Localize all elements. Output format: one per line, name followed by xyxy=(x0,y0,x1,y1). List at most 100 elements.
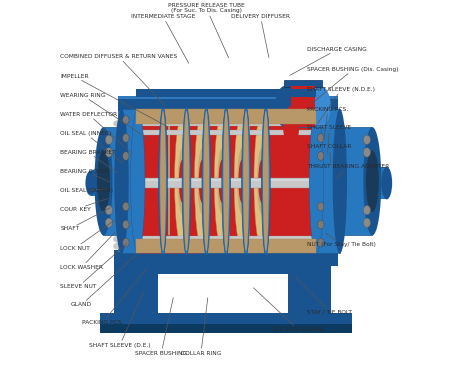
Ellipse shape xyxy=(363,205,371,215)
Ellipse shape xyxy=(363,148,371,157)
Ellipse shape xyxy=(178,148,187,214)
Ellipse shape xyxy=(160,111,166,252)
Ellipse shape xyxy=(309,109,324,253)
Ellipse shape xyxy=(309,86,331,127)
Ellipse shape xyxy=(243,111,249,252)
Ellipse shape xyxy=(333,109,347,253)
Text: WEARING RING: WEARING RING xyxy=(60,93,150,140)
Ellipse shape xyxy=(222,107,230,255)
Ellipse shape xyxy=(257,148,267,214)
Text: DELIVERY DIFFUSER: DELIVERY DIFFUSER xyxy=(231,14,290,58)
Ellipse shape xyxy=(123,202,129,211)
Text: OIL SEAL (OUTER): OIL SEAL (OUTER) xyxy=(60,188,113,193)
Bar xyxy=(91,178,387,188)
Ellipse shape xyxy=(262,107,270,255)
Bar xyxy=(288,250,331,315)
Ellipse shape xyxy=(333,130,339,135)
Text: BEARING COVER: BEARING COVER xyxy=(60,169,110,182)
Ellipse shape xyxy=(113,236,119,242)
Bar xyxy=(116,130,336,135)
Bar xyxy=(103,127,132,235)
Text: SHAFT SLEEVE (D.E.): SHAFT SLEEVE (D.E.) xyxy=(89,291,151,348)
Text: SHAFT SLEEVE (N.D.E.): SHAFT SLEEVE (N.D.E.) xyxy=(307,87,375,123)
Ellipse shape xyxy=(94,127,112,235)
Text: LOCK NUT: LOCK NUT xyxy=(60,221,114,251)
Ellipse shape xyxy=(199,160,206,203)
Text: PRESSURE RELEASE TUBE
(For Suc. To Dis. Casing): PRESSURE RELEASE TUBE (For Suc. To Dis. … xyxy=(168,3,245,58)
Ellipse shape xyxy=(179,160,186,203)
Text: INTERMEDIATE STAGE: INTERMEDIATE STAGE xyxy=(131,14,195,63)
Ellipse shape xyxy=(333,236,339,242)
Text: LOCK WASHER: LOCK WASHER xyxy=(60,232,115,270)
Ellipse shape xyxy=(318,116,324,124)
Ellipse shape xyxy=(113,243,119,249)
Text: COMBINED DIFFUSER & RETURN VANES: COMBINED DIFFUSER & RETURN VANES xyxy=(60,54,177,105)
Text: SHORT SLEEVE: SHORT SLEEVE xyxy=(307,126,352,153)
Ellipse shape xyxy=(363,218,371,227)
Ellipse shape xyxy=(329,127,347,235)
Ellipse shape xyxy=(218,148,227,214)
Text: WATER DEFLECTOR: WATER DEFLECTOR xyxy=(60,112,132,153)
Bar xyxy=(91,179,387,181)
Ellipse shape xyxy=(123,134,129,142)
Text: SLEEVE NUT: SLEEVE NUT xyxy=(60,244,127,289)
Text: PACKING PCS.: PACKING PCS. xyxy=(307,107,348,139)
Ellipse shape xyxy=(105,135,112,145)
Ellipse shape xyxy=(114,109,129,253)
Bar xyxy=(118,97,338,266)
Bar xyxy=(179,115,186,248)
Ellipse shape xyxy=(238,160,246,203)
Text: STAY / TIE BOLT: STAY / TIE BOLT xyxy=(296,278,352,314)
Ellipse shape xyxy=(129,109,143,253)
Ellipse shape xyxy=(183,111,190,252)
Ellipse shape xyxy=(105,148,112,157)
Bar xyxy=(91,171,105,196)
Polygon shape xyxy=(136,109,168,253)
Ellipse shape xyxy=(237,148,247,214)
Ellipse shape xyxy=(130,109,145,253)
Bar xyxy=(136,109,316,253)
Ellipse shape xyxy=(263,111,269,252)
Bar xyxy=(286,86,320,127)
Ellipse shape xyxy=(214,115,230,248)
Text: IMPELLER: IMPELLER xyxy=(60,74,166,126)
Bar xyxy=(250,111,259,252)
Ellipse shape xyxy=(383,178,391,188)
Bar xyxy=(136,266,316,274)
Ellipse shape xyxy=(309,109,324,253)
Bar xyxy=(114,250,158,315)
Ellipse shape xyxy=(219,160,226,203)
Ellipse shape xyxy=(182,107,191,255)
Ellipse shape xyxy=(382,167,392,199)
Ellipse shape xyxy=(242,107,250,255)
Ellipse shape xyxy=(223,111,229,252)
Bar xyxy=(136,109,316,124)
Ellipse shape xyxy=(318,134,324,142)
Text: SPACER BUSHING (Dis. Casing): SPACER BUSHING (Dis. Casing) xyxy=(307,67,399,104)
Bar xyxy=(219,115,226,248)
Polygon shape xyxy=(266,109,316,253)
Ellipse shape xyxy=(159,107,167,255)
Text: SPACER BUSHING: SPACER BUSHING xyxy=(135,298,187,356)
Ellipse shape xyxy=(234,115,250,248)
Bar xyxy=(118,97,338,98)
Bar xyxy=(118,252,338,266)
Ellipse shape xyxy=(123,127,141,235)
Ellipse shape xyxy=(318,152,324,160)
Ellipse shape xyxy=(198,148,207,214)
Text: PACKING PCS.: PACKING PCS. xyxy=(82,268,147,325)
Text: NUT (For Stay/ Tie Bolt): NUT (For Stay/ Tie Bolt) xyxy=(307,234,376,247)
Bar xyxy=(116,121,336,126)
Bar xyxy=(338,127,372,235)
Ellipse shape xyxy=(283,106,299,148)
Ellipse shape xyxy=(97,150,110,212)
Bar xyxy=(121,109,138,253)
Bar xyxy=(230,111,239,252)
Ellipse shape xyxy=(363,127,382,235)
Ellipse shape xyxy=(366,150,379,212)
Bar xyxy=(210,111,219,252)
Bar xyxy=(118,97,338,111)
Ellipse shape xyxy=(318,202,324,211)
Ellipse shape xyxy=(113,130,119,135)
Ellipse shape xyxy=(105,205,112,215)
